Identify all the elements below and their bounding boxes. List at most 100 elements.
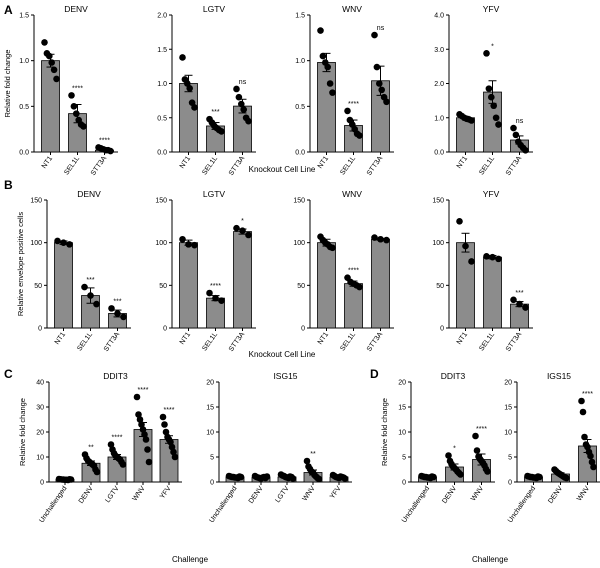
- y-tick-label: 50: [297, 283, 305, 290]
- data-point: [456, 218, 463, 225]
- chart-d-ddit3: DDIT3 Relative fold change 0 5 10 15 20 Unchall…: [380, 371, 495, 524]
- x-tick-label: NT1: [179, 155, 192, 170]
- data-point: [445, 452, 452, 459]
- y-tick-label: 1.0: [157, 81, 167, 88]
- significance-label: ****: [112, 435, 123, 442]
- chart-c-isg15: ISG15 0 5 10 15 20 Unchallenged DENV LGTV ** WNV YF…: [206, 371, 352, 524]
- x-tick-label: WNV: [576, 485, 591, 503]
- y-tick-label: 100: [293, 240, 305, 247]
- data-point: [516, 300, 523, 308]
- data-point: [238, 100, 245, 108]
- data-point: [245, 117, 252, 125]
- data-point: [324, 63, 332, 71]
- chart-title: DDIT3: [441, 371, 466, 381]
- chart-title: DENV: [64, 4, 88, 14]
- significance-label: ns: [239, 79, 247, 86]
- data-point: [341, 475, 349, 482]
- data-point: [46, 52, 53, 60]
- y-tick-label: 0.0: [19, 150, 29, 157]
- data-point: [510, 124, 517, 132]
- y-tick-label: 3.0: [434, 47, 444, 54]
- significance-label: ***: [515, 290, 523, 297]
- data-point: [581, 433, 588, 441]
- bar: [179, 83, 198, 153]
- panel-c-xlabel: Challenge: [172, 555, 209, 564]
- data-point: [218, 128, 225, 135]
- data-point: [54, 237, 61, 245]
- data-point: [87, 292, 94, 299]
- y-tick-label: 15: [398, 405, 406, 412]
- panel-label-c: C: [4, 367, 13, 381]
- y-tick-label: 100: [432, 240, 444, 247]
- data-point: [171, 453, 179, 461]
- panel-label-a: A: [4, 3, 13, 17]
- panel-label-b: B: [4, 178, 13, 192]
- significance-label: ****: [72, 85, 83, 92]
- data-point: [168, 443, 176, 451]
- y-axis-label: Relative fold change: [3, 50, 12, 118]
- data-point: [263, 473, 271, 480]
- bar: [371, 238, 390, 329]
- y-tick-label: 20: [36, 430, 44, 437]
- y-tick-label: 1.0: [19, 58, 29, 65]
- chart-a-yfv: YFV 0.0 1.0 2.0 3.0 4.0 NT1 * SEL1L ns STT3A: [434, 4, 533, 177]
- significance-label: ****: [582, 391, 593, 398]
- significance-label: ***: [86, 277, 94, 284]
- significance-label: ***: [211, 109, 219, 116]
- y-tick-label: 150: [30, 198, 42, 205]
- significance-label: *: [453, 446, 456, 453]
- data-point: [212, 294, 219, 302]
- data-point: [240, 106, 247, 113]
- data-point: [468, 258, 475, 265]
- data-point: [107, 441, 115, 448]
- data-point: [67, 476, 75, 483]
- chart-title: DDIT3: [103, 371, 128, 381]
- data-point: [245, 231, 252, 239]
- y-tick-label: 15: [504, 405, 512, 412]
- data-point: [490, 102, 498, 110]
- panel-b-xlabel: Knockout Cell Line: [249, 350, 316, 359]
- data-point: [512, 131, 520, 139]
- data-point: [233, 85, 240, 93]
- data-point: [167, 438, 174, 446]
- data-point: [233, 224, 240, 232]
- data-point: [179, 235, 186, 243]
- y-tick-label: 2.0: [157, 13, 167, 20]
- y-tick-label: 1.0: [295, 58, 305, 65]
- chart-a-wnv: WNV 0.0 0.5 1.0 1.5 NT1 **** SEL1L ns STT3A: [295, 4, 394, 177]
- x-tick-label: Unchallenged: [507, 485, 537, 524]
- x-tick-label: DENV: [441, 485, 458, 505]
- significance-label: ns: [377, 25, 385, 32]
- data-point: [588, 458, 596, 466]
- chart-title: LGTV: [203, 189, 226, 199]
- x-tick-label: STT3A: [366, 155, 384, 177]
- data-point: [579, 408, 587, 416]
- y-tick-label: 0: [163, 326, 167, 333]
- y-tick-label: 0.0: [157, 150, 167, 157]
- data-point: [468, 117, 475, 124]
- x-tick-label: STT3A: [228, 331, 246, 353]
- x-tick-label: YFV: [159, 485, 173, 500]
- y-tick-label: 10: [36, 455, 44, 462]
- y-tick-label: 15: [206, 405, 214, 412]
- data-point: [356, 283, 363, 291]
- data-point: [108, 305, 115, 312]
- panel-d-xlabel: Challenge: [472, 555, 509, 564]
- x-tick-label: WNV: [470, 485, 485, 503]
- y-tick-label: 10: [504, 430, 512, 437]
- y-tick-label: 1.5: [19, 13, 29, 20]
- data-point: [373, 63, 381, 71]
- x-tick-label: NT1: [456, 155, 469, 170]
- data-point: [430, 473, 437, 481]
- bar: [179, 242, 198, 329]
- chart-title: WNV: [342, 189, 362, 199]
- significance-label: ****: [476, 426, 487, 433]
- x-tick-label: Unchallenged: [38, 485, 68, 524]
- x-tick-label: Unchallenged: [401, 485, 431, 524]
- data-point: [70, 103, 78, 110]
- data-point: [41, 39, 48, 46]
- chart-c-ddit3: DDIT3 Relative fold change 0 10 20 30 40 Unchal…: [18, 371, 182, 524]
- data-point: [383, 236, 390, 244]
- data-point: [563, 474, 570, 482]
- bar: [483, 256, 502, 329]
